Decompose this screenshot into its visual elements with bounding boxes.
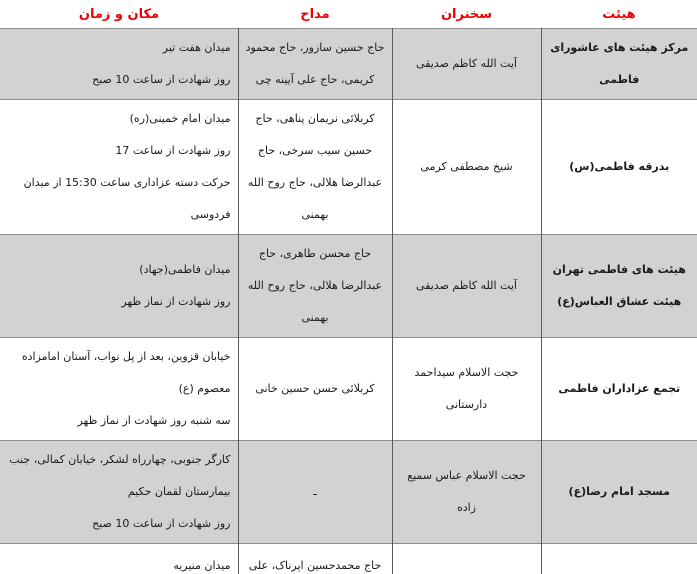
table-row: بدرقه فاطمی(س) شیخ مصطفی کرمی کربلائی نر… bbox=[0, 99, 697, 235]
cell-sokhanran: شیخ مصطفی کرمی bbox=[391, 99, 542, 235]
cell-makan-zaman: میدان هفت تیر روز شهادت از ساعت 10 صبح bbox=[0, 28, 239, 100]
column-header-maddah: مداح bbox=[238, 0, 392, 29]
table-header: هیئت سخنران مداح مکان و زمان bbox=[0, 0, 697, 29]
cell-maddah: کربلائی حسن حسین خانی bbox=[237, 337, 393, 441]
table-row: مرکز هیئت های عاشورای فاطمی آیت الله کاظ… bbox=[0, 28, 697, 100]
cell-maddah: حاج محسن طاهری، حاج عبدالرضا هلالی، حاج … bbox=[237, 234, 393, 338]
cell-makan-zaman: میدان امام خمینی(ره) روز شهادت از ساعت 1… bbox=[0, 99, 239, 235]
cell-maddah: حاج محمدحسین اپرناک، علی درودیان، مهدی ح… bbox=[237, 543, 393, 574]
cell-maddah: ـ bbox=[237, 440, 393, 544]
cell-sokhanran: آیت الله کاظم صدیقی bbox=[391, 234, 542, 338]
cell-makan-zaman: خیابان قزوین، بعد از پل نواب، آستان امام… bbox=[0, 337, 239, 441]
table-row: تجمع عزاداری حجت الاسلام شاه محمدپور حاج… bbox=[0, 543, 697, 574]
cell-maddah: کربلائی نریمان پناهی، حاج حسین سیب سرخی،… bbox=[237, 99, 393, 235]
cell-heyat: تجمع عزاداری bbox=[540, 543, 697, 574]
cell-maddah: حاج حسین سازور، حاج محمود کریمی، حاج علی… bbox=[237, 28, 393, 100]
cell-makan-zaman: میدان فاطمی(جهاد) روز شهادت از نماز ظهر bbox=[0, 234, 239, 338]
cell-heyat: بدرقه فاطمی(س) bbox=[540, 99, 697, 235]
cell-sokhanran: آیت الله کاظم صدیقی bbox=[391, 28, 542, 100]
cell-makan-zaman: کارگر جنوبی، چهارراه لشکر، خیابان کمالی،… bbox=[0, 440, 239, 544]
cell-sokhanran: حجت الاسلام سیداحمد دارستانی bbox=[391, 337, 542, 441]
table-row: هیئت های فاطمی تهران هیئت عشاق العباس(ع)… bbox=[0, 234, 697, 338]
cell-heyat: مرکز هیئت های عاشورای فاطمی bbox=[540, 28, 697, 100]
cell-sokhanran: حجت الاسلام شاه محمدپور bbox=[391, 543, 542, 574]
cell-heyat: مسجد امام رضا(ع) bbox=[540, 440, 697, 544]
cell-makan-zaman: میدان منیریه عصر شهادت ساعت 17 bbox=[0, 543, 239, 574]
table-row: تجمع عزاداران فاطمی حجت الاسلام سیداحمد … bbox=[0, 337, 697, 441]
cell-sokhanran: حجت الاسلام عباس سمیع زاده bbox=[391, 440, 542, 544]
cell-heyat: هیئت های فاطمی تهران هیئت عشاق العباس(ع) bbox=[540, 234, 697, 338]
cell-heyat: تجمع عزاداران فاطمی bbox=[540, 337, 697, 441]
table-row: مسجد امام رضا(ع) حجت الاسلام عباس سمیع ز… bbox=[0, 440, 697, 544]
column-header-heyat: هیئت bbox=[541, 0, 697, 29]
column-header-makan-zaman: مکان و زمان bbox=[0, 0, 238, 29]
header-row: هیئت سخنران مداح مکان و زمان bbox=[0, 0, 697, 29]
table-body: مرکز هیئت های عاشورای فاطمی آیت الله کاظ… bbox=[0, 28, 697, 574]
column-header-sokhanran: سخنران bbox=[392, 0, 541, 29]
